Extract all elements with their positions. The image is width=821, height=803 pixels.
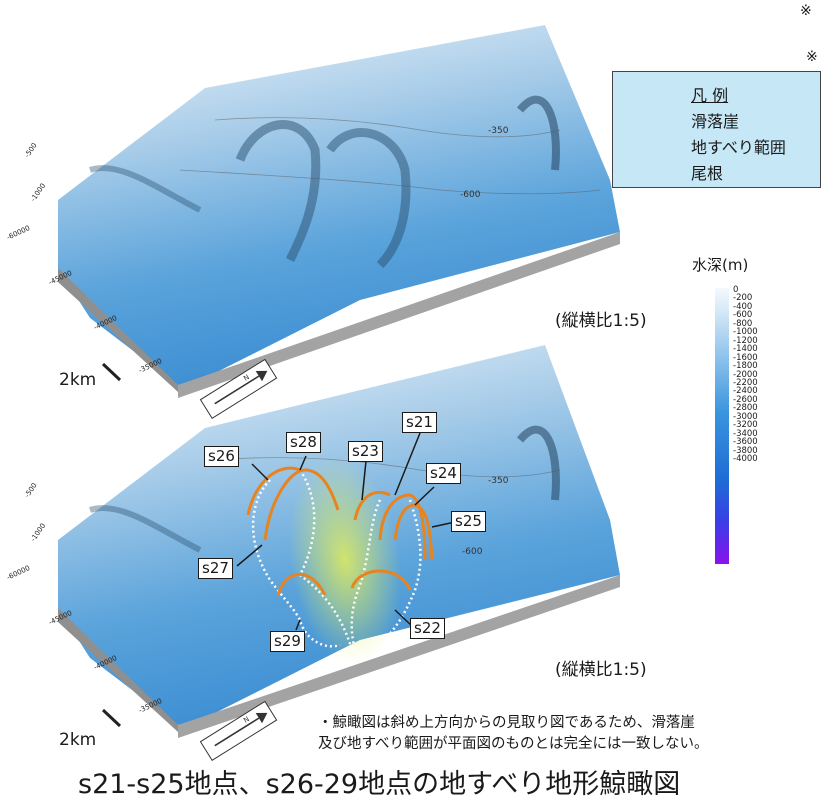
reference-mark: ※: [800, 3, 812, 19]
top-scale-label: 2km: [59, 370, 97, 390]
scarp-line: [246, 466, 301, 516]
top-axis-label: -60000: [5, 224, 31, 242]
scarp-line: [276, 572, 327, 596]
scarp-line: [353, 490, 391, 521]
bottom-scale-bar: [101, 708, 122, 728]
landslide-range: [298, 469, 376, 658]
bottom-contour-350: -350: [488, 476, 509, 486]
colorbar-tick-label: -200: [733, 293, 753, 304]
note: ・鯨瞰図は斜め上方向からの見取り図であるため、滑落崖 及び地すべり範囲が平面図の…: [318, 713, 708, 755]
legend-item-landslide-range: 地すべり範囲: [691, 138, 786, 157]
colorbar-tick-label: -1600: [733, 352, 758, 363]
svg-text:N: N: [242, 715, 251, 725]
colorbar-tick-label: -600: [733, 310, 753, 321]
colorbar-tick-label: -3800: [733, 445, 758, 456]
top-axis-label: -1000: [29, 182, 47, 203]
top-contour-350: -350: [488, 126, 509, 136]
site-label-s23: s23: [348, 441, 383, 462]
colorbar-tick-label: -2000: [733, 369, 758, 380]
bottom-aspect-ratio-label: (縦横比1:5): [555, 660, 647, 680]
depth-colorbar: [715, 288, 729, 564]
colorbar-tick-label: -2400: [733, 386, 758, 397]
colorbar-tick-label: -2200: [733, 377, 758, 388]
legend-title: 凡 例: [691, 86, 729, 105]
colorbar-tick-label: -2800: [733, 403, 758, 414]
legend-item-scarp: 滑落崖: [691, 112, 740, 131]
bottom-axis-label: -60000: [5, 564, 31, 582]
colorbar-tick-label: -800: [733, 318, 753, 329]
note-line-1: ・鯨瞰図は斜め上方向からの見取り図であるため、滑落崖: [318, 715, 695, 731]
site-label-s29: s29: [270, 631, 305, 652]
colorbar-tick-label: -1200: [733, 335, 758, 346]
colorbar-tick-label: 0: [733, 285, 739, 295]
colorbar-tick-label: -1400: [733, 344, 758, 355]
figure-caption: s21-s25地点、s26-29地点の地すべり地形鯨瞰図: [78, 769, 681, 800]
top-contour-600: -600: [460, 190, 481, 200]
reference-mark: ※: [806, 49, 818, 65]
bottom-axis-label: -500: [23, 482, 39, 500]
top-aspect-ratio-label: (縦横比1:5): [555, 311, 647, 331]
svg-text:N: N: [242, 373, 251, 383]
site-label-s28: s28: [286, 432, 321, 453]
site-label-s24: s24: [426, 463, 461, 484]
landslide-range: [374, 499, 422, 651]
bottom-scale-label: 2km: [59, 730, 97, 750]
bottom-contour-600: -600: [462, 547, 483, 557]
top-north-arrow: N: [199, 358, 278, 420]
ridge-highlight: [288, 455, 402, 665]
colorbar-tick-label: -1000: [733, 327, 758, 338]
colorbar-tick-label: -3600: [733, 437, 758, 448]
colorbar-tick-label: -4000: [733, 454, 758, 465]
scarp-line: [350, 569, 412, 591]
colorbar-title: 水深(m): [692, 256, 749, 274]
colorbar-tick-label: -3400: [733, 428, 758, 439]
site-label-s22: s22: [410, 618, 445, 639]
legend-item-ridge: 尾根: [691, 164, 724, 183]
colorbar-tick-label: -3200: [733, 420, 758, 431]
landslide-range: [350, 499, 382, 651]
colorbar-tick-label: -400: [733, 301, 753, 312]
scarp-line: [378, 493, 427, 561]
colorbar-tick-label: -1800: [733, 361, 758, 372]
colorbar-ticks: 0 -200 -400 -600 -800 -1000 -1200 -1400 -1600 -18…: [733, 286, 758, 464]
site-label-s21: s21: [402, 412, 437, 433]
legend: 凡 例 滑落崖 地すべり範囲 尾根: [612, 71, 821, 188]
site-label-s26: s26: [204, 446, 239, 467]
note-line-2: 及び地すべり範囲が平面図のものとは完全には一致しない。: [318, 736, 709, 752]
bottom-terrain-block: -350 -600 -500 -1000 -60000 -45000 -4000…: [5, 345, 620, 762]
site-label-s25: s25: [451, 511, 486, 532]
top-scale-bar: [101, 362, 122, 382]
bottom-axis-label: -1000: [29, 522, 47, 543]
colorbar-tick-label: -2600: [733, 394, 758, 405]
site-label-s27: s27: [198, 558, 233, 579]
scarp-line: [263, 468, 340, 541]
colorbar-tick-label: -3000: [733, 411, 758, 422]
top-axis-label: -500: [23, 142, 39, 160]
bottom-north-arrow: N: [199, 700, 278, 762]
top-terrain-block: -350 -600 -500 -1000 -60000 -45000 -4000…: [5, 25, 620, 420]
